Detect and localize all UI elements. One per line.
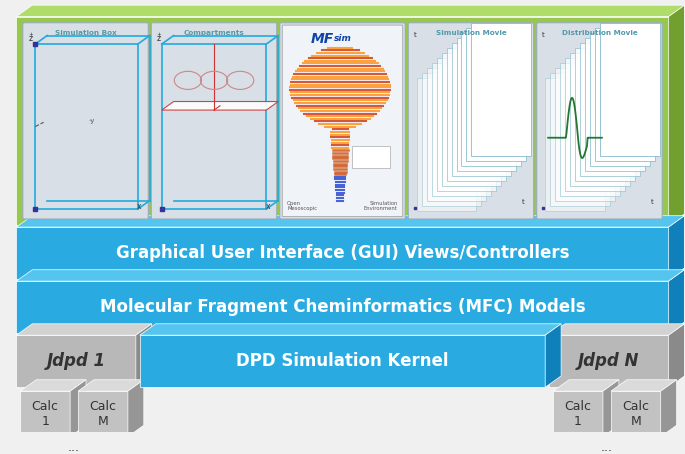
Polygon shape bbox=[162, 102, 278, 110]
Bar bbox=[555, 68, 615, 201]
Polygon shape bbox=[669, 270, 684, 333]
FancyBboxPatch shape bbox=[282, 25, 403, 217]
Bar bbox=[462, 33, 521, 166]
Text: z: z bbox=[28, 34, 32, 43]
Bar bbox=[553, 391, 603, 437]
Bar bbox=[611, 391, 661, 437]
Bar bbox=[565, 58, 625, 191]
FancyBboxPatch shape bbox=[23, 23, 148, 219]
Text: z: z bbox=[157, 34, 161, 43]
FancyBboxPatch shape bbox=[537, 23, 662, 219]
Polygon shape bbox=[78, 380, 144, 391]
Bar bbox=[600, 23, 660, 156]
Text: Jdpd N: Jdpd N bbox=[578, 352, 640, 370]
Text: +: + bbox=[157, 33, 162, 38]
FancyBboxPatch shape bbox=[151, 23, 277, 219]
Bar bbox=[456, 38, 516, 171]
Bar bbox=[78, 391, 128, 437]
Text: ...: ... bbox=[68, 441, 80, 454]
Text: +: + bbox=[28, 33, 33, 38]
Text: Simulation
Environment: Simulation Environment bbox=[364, 201, 398, 211]
Polygon shape bbox=[70, 380, 86, 437]
Bar bbox=[162, 44, 266, 209]
Text: MF: MF bbox=[311, 32, 334, 46]
Text: Open
Mesoscopic: Open Mesoscopic bbox=[287, 201, 317, 211]
Text: Graphical User Interface (GUI) Views/Controllers: Graphical User Interface (GUI) Views/Con… bbox=[116, 244, 569, 262]
Polygon shape bbox=[16, 5, 684, 16]
Bar bbox=[416, 78, 476, 211]
Text: Distribution Movie: Distribution Movie bbox=[562, 30, 637, 36]
Bar bbox=[575, 48, 635, 181]
Bar bbox=[550, 73, 610, 206]
Polygon shape bbox=[669, 216, 684, 279]
Text: sim: sim bbox=[334, 34, 352, 43]
Bar bbox=[585, 38, 645, 171]
Polygon shape bbox=[549, 324, 684, 335]
Polygon shape bbox=[16, 270, 684, 281]
Bar bbox=[570, 53, 630, 186]
Text: Calc
1: Calc 1 bbox=[32, 400, 59, 428]
Text: Compartments: Compartments bbox=[184, 30, 245, 36]
Text: Simulation Box: Simulation Box bbox=[55, 30, 116, 36]
Bar bbox=[16, 16, 669, 225]
Text: t: t bbox=[414, 32, 416, 39]
Polygon shape bbox=[661, 380, 677, 437]
Polygon shape bbox=[16, 324, 152, 335]
Bar bbox=[140, 335, 545, 387]
Polygon shape bbox=[136, 324, 152, 387]
Text: x: x bbox=[137, 202, 141, 211]
Bar bbox=[432, 63, 491, 196]
Bar bbox=[545, 78, 605, 211]
Text: Calc
1: Calc 1 bbox=[564, 400, 592, 428]
Bar bbox=[16, 281, 669, 333]
Bar bbox=[451, 43, 511, 176]
Polygon shape bbox=[21, 380, 86, 391]
Bar bbox=[560, 63, 620, 196]
Bar bbox=[549, 335, 669, 387]
Polygon shape bbox=[545, 324, 561, 387]
Bar bbox=[427, 68, 486, 201]
Text: Jdpd 1: Jdpd 1 bbox=[47, 352, 105, 370]
Polygon shape bbox=[16, 216, 684, 227]
Bar bbox=[352, 146, 390, 168]
Text: Simulation Movie: Simulation Movie bbox=[436, 30, 506, 36]
Bar bbox=[590, 33, 649, 166]
Text: t: t bbox=[651, 199, 653, 205]
Text: Molecular Fragment Cheminformatics (MFC) Models: Molecular Fragment Cheminformatics (MFC)… bbox=[100, 298, 585, 316]
Bar bbox=[436, 58, 497, 191]
Bar bbox=[21, 391, 70, 437]
Text: ·y: ·y bbox=[88, 118, 95, 124]
FancyBboxPatch shape bbox=[279, 23, 406, 219]
Bar bbox=[35, 44, 138, 209]
Bar bbox=[422, 73, 482, 206]
Polygon shape bbox=[128, 380, 144, 437]
Bar bbox=[442, 53, 501, 186]
Bar bbox=[16, 227, 669, 279]
Polygon shape bbox=[611, 380, 677, 391]
Text: t: t bbox=[543, 32, 545, 39]
Text: t: t bbox=[522, 199, 525, 205]
Bar bbox=[595, 28, 655, 161]
Bar bbox=[471, 23, 531, 156]
Text: x: x bbox=[265, 202, 270, 211]
Bar bbox=[580, 43, 640, 176]
Polygon shape bbox=[553, 380, 619, 391]
Polygon shape bbox=[140, 324, 561, 335]
Text: Calc
M: Calc M bbox=[622, 400, 649, 428]
Bar bbox=[447, 48, 506, 181]
FancyBboxPatch shape bbox=[408, 23, 534, 219]
Bar bbox=[16, 335, 136, 387]
Polygon shape bbox=[669, 5, 684, 225]
Polygon shape bbox=[669, 324, 684, 387]
Text: DPD Simulation Kernel: DPD Simulation Kernel bbox=[236, 352, 449, 370]
Text: ...: ... bbox=[601, 441, 613, 454]
Bar bbox=[466, 28, 526, 161]
Text: Calc
M: Calc M bbox=[90, 400, 116, 428]
Polygon shape bbox=[603, 380, 619, 437]
